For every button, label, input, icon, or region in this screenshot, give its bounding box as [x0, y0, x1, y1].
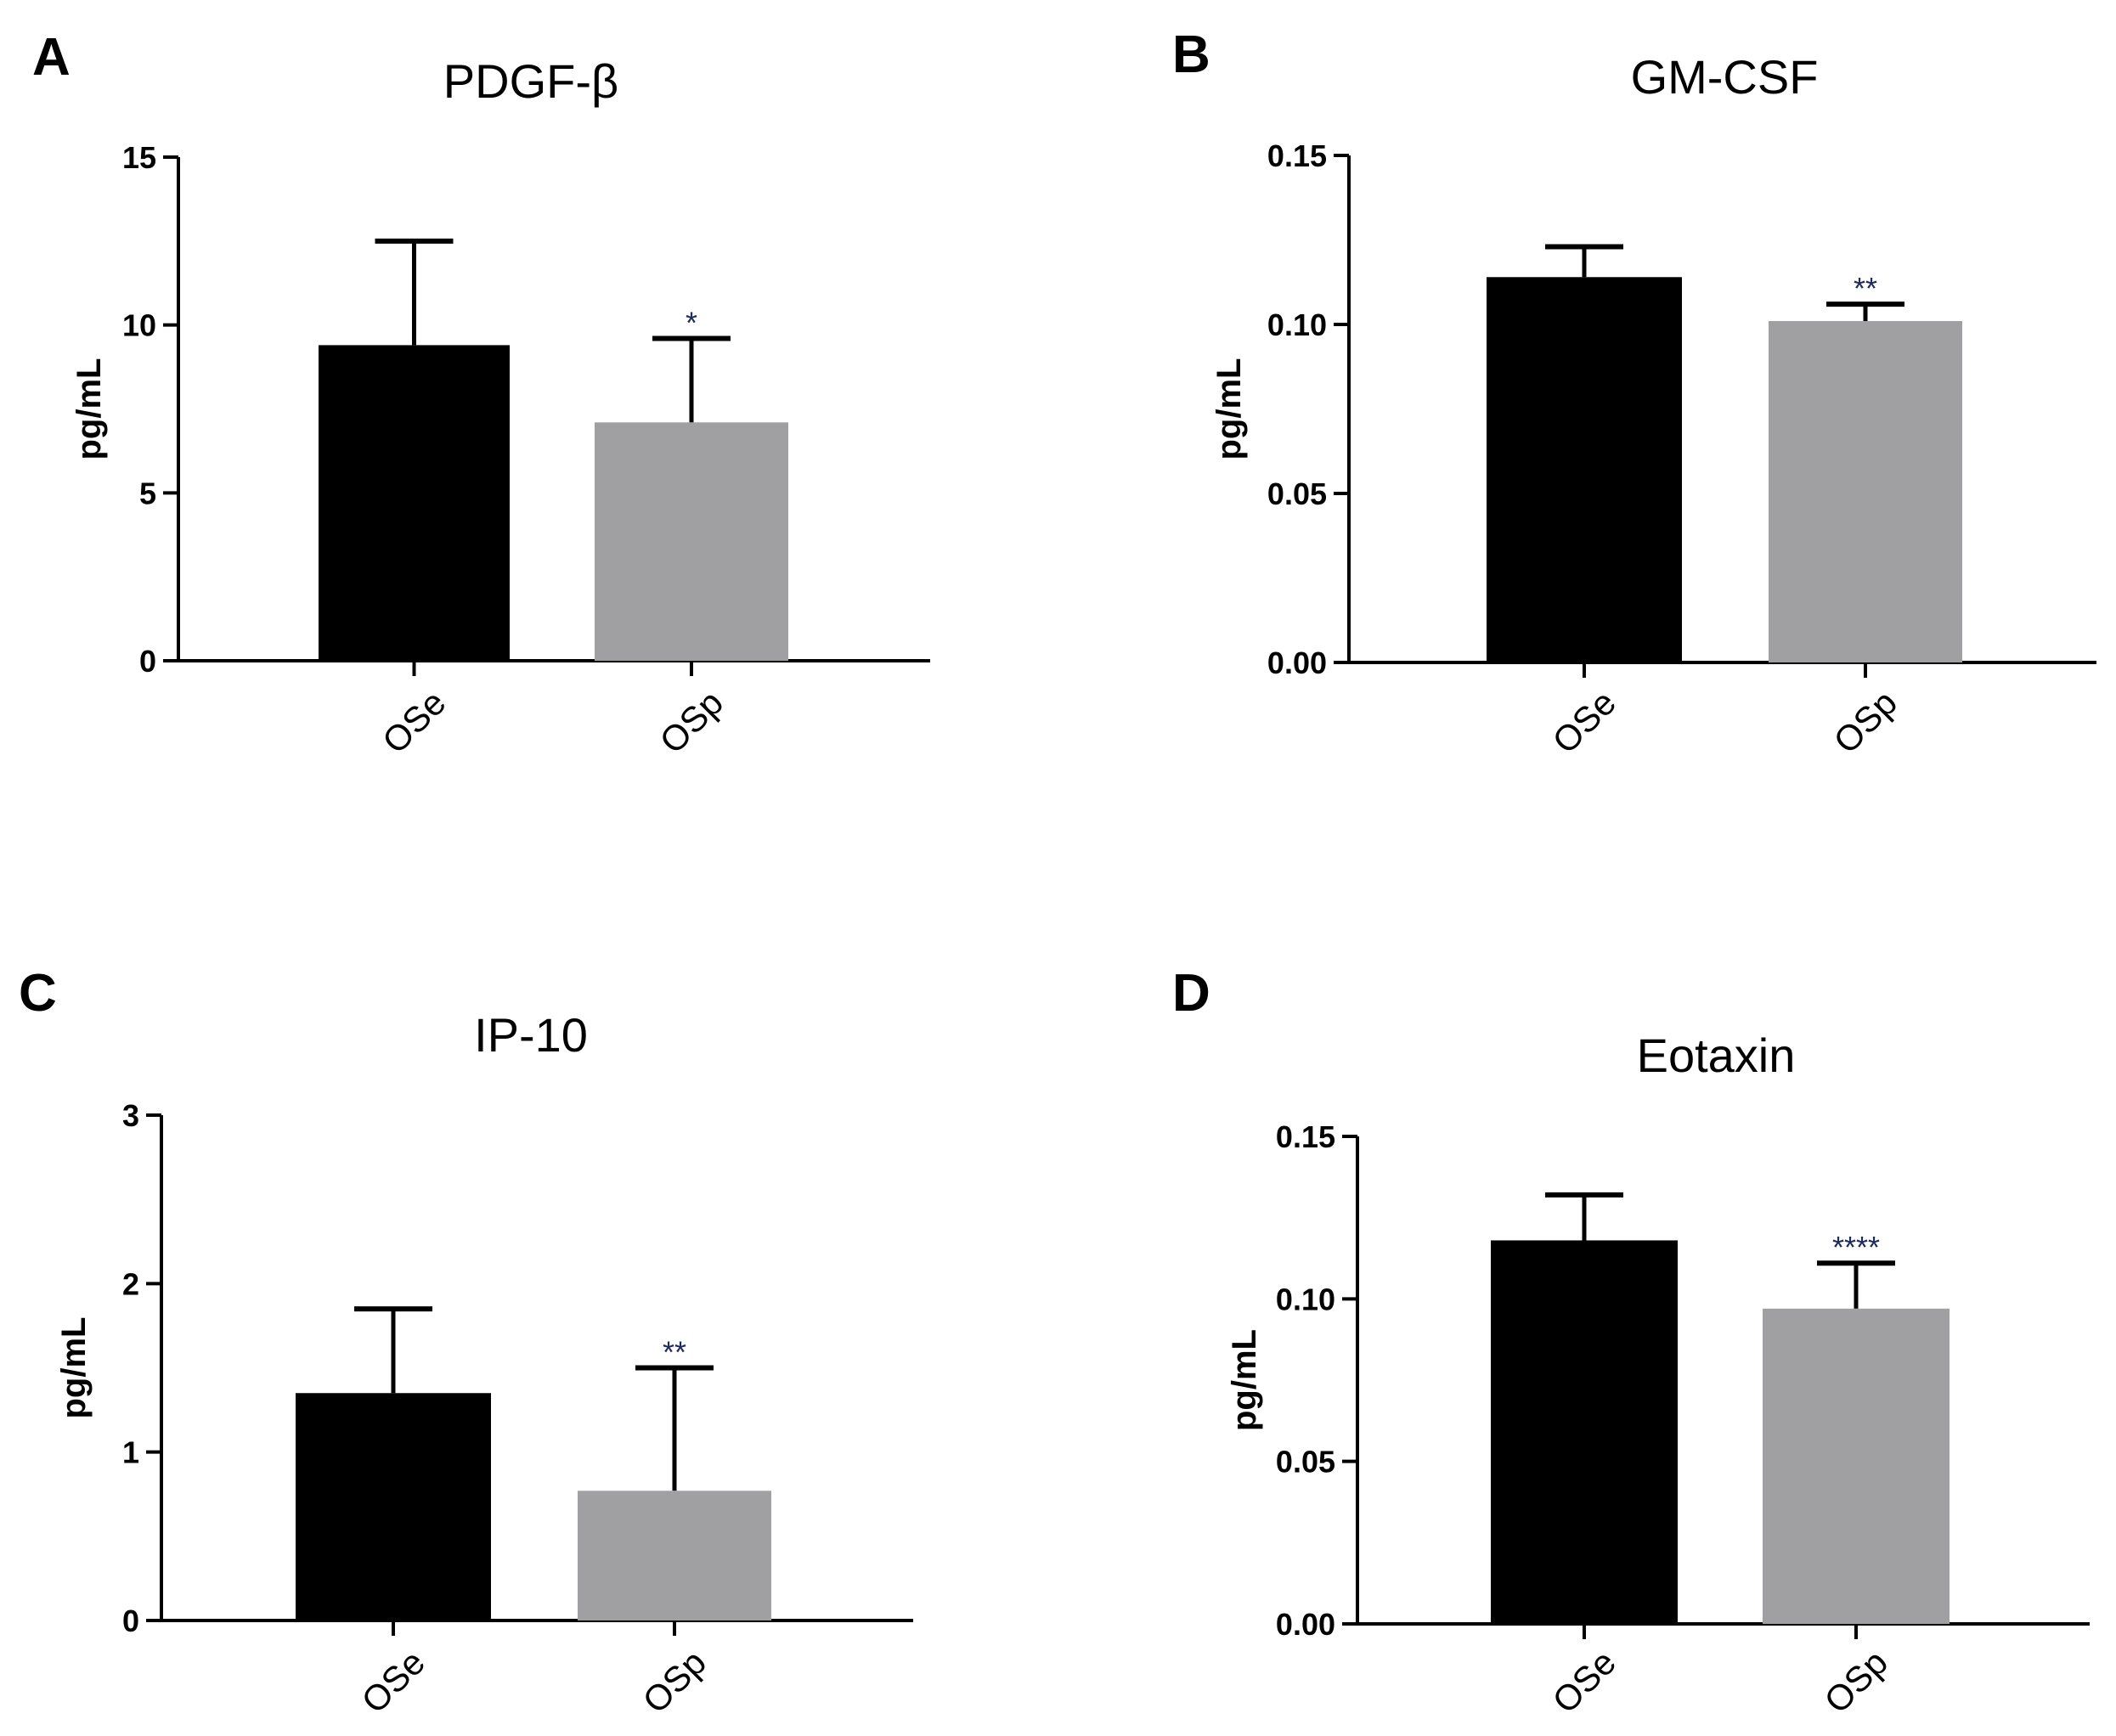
- chart-panel-b: B GM-CSF 0.00 0.05 0.10 0.15 pg/mL OSe ** OSp: [1172, 25, 2096, 761]
- panel-letter: C: [19, 964, 57, 1023]
- y-tick-label: 0.10: [1267, 307, 1327, 342]
- y-axis-label: pg/mL: [55, 1317, 93, 1419]
- category-label-osp: OSp: [1816, 1642, 1895, 1721]
- y-tick-label: 15: [122, 140, 156, 175]
- significance-label: **: [1854, 271, 1877, 306]
- y-tick-label: 10: [122, 308, 156, 343]
- y-tick-label: 0.10: [1276, 1282, 1335, 1316]
- bar-osp: [595, 422, 788, 661]
- y-tick-label: 0.05: [1276, 1445, 1335, 1480]
- y-axis-label: pg/mL: [71, 358, 108, 460]
- y-tick-label: 0.05: [1267, 476, 1327, 511]
- bar-osp: [1763, 1308, 1950, 1624]
- bar-ose: [1491, 1240, 1678, 1624]
- panel-letter: A: [32, 28, 71, 87]
- chart-panel-d: D Eotaxin 0.00 0.05 0.10 0.15 pg/mL OSe **** OSp: [1172, 964, 2090, 1721]
- bar-ose: [1487, 277, 1682, 662]
- y-tick-label: 0.15: [1267, 138, 1327, 173]
- y-tick-label: 1: [122, 1435, 139, 1470]
- y-tick-label: 0.00: [1267, 645, 1327, 680]
- bar-osp: [578, 1491, 771, 1620]
- y-tick-label: 5: [139, 476, 156, 510]
- y-tick-label: 0.15: [1276, 1119, 1335, 1154]
- category-label-ose: OSe: [1544, 682, 1623, 761]
- y-tick-label: 0.00: [1276, 1607, 1335, 1642]
- chart-panel-c: C IP-10 0 1 2 3 pg/mL OSe ** OSp: [19, 964, 913, 1721]
- category-label-ose: OSe: [353, 1642, 432, 1721]
- y-tick-label: 0: [122, 1604, 139, 1638]
- category-label-ose: OSe: [375, 682, 454, 761]
- category-label-ose: OSe: [1544, 1642, 1623, 1721]
- y-axis-label: pg/mL: [1226, 1329, 1263, 1431]
- chart-title: GM-CSF: [1631, 50, 1819, 104]
- y-tick-label: 0: [139, 644, 156, 679]
- panel-letter: B: [1172, 25, 1210, 84]
- significance-label: ****: [1832, 1230, 1880, 1265]
- y-tick-label: 3: [122, 1098, 139, 1133]
- chart-panel-a: A PDGF-β 0 5 10 15 pg/mL OSe * OSp: [32, 28, 930, 761]
- bar-ose: [319, 345, 510, 661]
- chart-title: PDGF-β: [443, 54, 618, 108]
- y-axis-label: pg/mL: [1210, 358, 1248, 460]
- chart-title: Eotaxin: [1637, 1029, 1796, 1082]
- panel-letter: D: [1172, 964, 1210, 1023]
- category-label-osp: OSp: [1825, 682, 1904, 761]
- significance-label: *: [686, 305, 697, 340]
- y-tick-label: 2: [122, 1266, 139, 1301]
- significance-label: **: [663, 1335, 686, 1370]
- category-label-osp: OSp: [652, 682, 731, 761]
- chart-title: IP-10: [474, 1008, 588, 1062]
- bar-osp: [1769, 321, 1962, 662]
- bar-ose: [296, 1393, 491, 1620]
- category-label-osp: OSp: [635, 1642, 714, 1721]
